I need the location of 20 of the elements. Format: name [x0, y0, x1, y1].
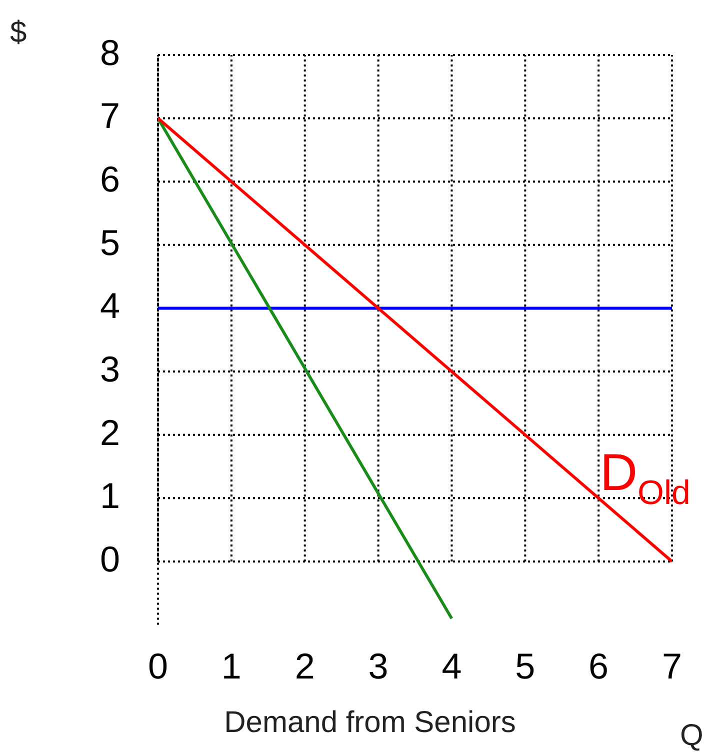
x-tick-label: 4: [442, 645, 462, 686]
y-axis-title: $: [10, 16, 27, 49]
y-tick-label: 0: [100, 538, 120, 580]
x-tick-label: 3: [368, 645, 388, 686]
y-tick-label: 4: [100, 285, 120, 326]
x-tick-label: 6: [588, 645, 609, 686]
x-tick-label: 7: [662, 645, 682, 686]
x-axis-title: Q: [680, 719, 704, 752]
y-tick-label: 1: [100, 475, 120, 516]
y-tick-label: 2: [100, 412, 120, 453]
x-tick-label: 2: [294, 645, 315, 686]
y-tick-label: 3: [100, 348, 120, 390]
x-tick-label: 1: [221, 645, 242, 686]
x-tick-label: 0: [148, 645, 168, 686]
y-tick-label: 7: [100, 95, 120, 136]
y-tick-label: 6: [100, 158, 120, 200]
y-tick-label: 8: [100, 32, 120, 73]
text: Demand from Seniors: [224, 706, 516, 739]
y-tick-label: 5: [100, 222, 120, 263]
x-tick-label: 5: [515, 645, 536, 686]
